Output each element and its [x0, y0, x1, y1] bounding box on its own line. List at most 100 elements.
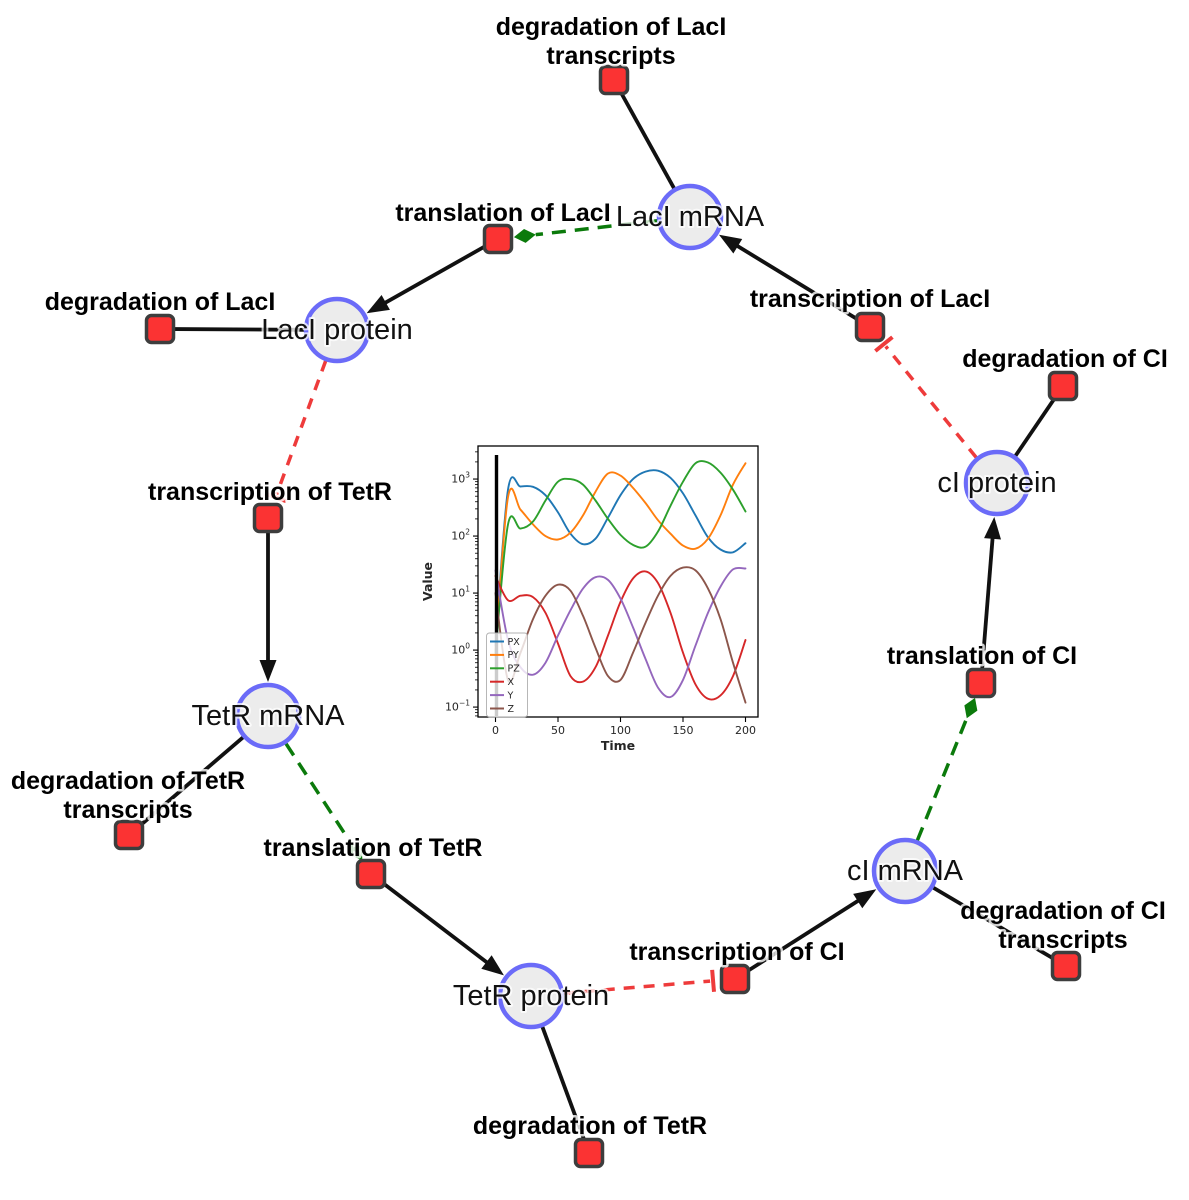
x-tick-label: 100 — [610, 724, 631, 737]
diamond-arrowhead-icon — [350, 842, 363, 861]
series-line-Y — [494, 566, 747, 699]
inhibition-edge-line — [274, 360, 328, 496]
reaction-label-deg_laci_tx: transcripts — [546, 42, 675, 70]
reaction-node-deg_laci[interactable] — [144, 313, 176, 345]
y-tick-label: 103 — [451, 471, 470, 486]
edge-consumption-tetr_prot-deg_tetr[interactable] — [540, 1026, 586, 1140]
edge-inhibition-ci_prot-txn_laci[interactable] — [874, 335, 978, 459]
legend-label-Y: Y — [507, 690, 514, 701]
species-node-laci_prot[interactable] — [303, 296, 371, 364]
legend-label-X: X — [508, 677, 515, 688]
product-edge-line — [733, 242, 859, 321]
reaction-node-deg_tetr_tx[interactable] — [113, 819, 145, 851]
reaction-label-deg_ci_tx: transcripts — [998, 926, 1127, 954]
series-layer — [494, 460, 747, 704]
reaction-node-txn_ci[interactable] — [719, 963, 751, 995]
inhibition-tbar-icon — [874, 335, 894, 353]
reaction-label-txn_tetr: transcription of TetR — [148, 478, 392, 506]
diamond-arrowhead-icon — [964, 697, 978, 719]
reaction-label-transl_tetr: translation of TetR — [264, 834, 483, 862]
arrowhead-icon — [853, 889, 877, 909]
species-node-tetr_mrna[interactable] — [234, 682, 302, 750]
edge-modifier-tetr_mrna-transl_tetr[interactable] — [284, 742, 363, 861]
edge-product-transl_ci-ci_prot[interactable] — [980, 516, 1002, 669]
reaction-label-transl_laci: translation of LacI — [395, 199, 610, 227]
reaction-label-deg_tetr: degradation of TetR — [473, 1112, 707, 1140]
edge-product-txn_ci-ci_mrna[interactable] — [746, 889, 877, 973]
reaction-nodes-layer — [113, 64, 1082, 1169]
reaction-node-transl_tetr[interactable] — [355, 858, 387, 890]
reaction-node-txn_tetr[interactable] — [252, 502, 284, 534]
edge-product-txn_laci-laci_mrna[interactable] — [719, 234, 859, 321]
y-tick-label: 101 — [451, 585, 470, 600]
edge-consumption-laci_mrna-deg_laci_tx[interactable] — [619, 92, 676, 190]
edge-consumption-tetr_mrna-deg_tetr_tx[interactable] — [139, 736, 245, 827]
species-label-ci_mrna: cI mRNA — [847, 855, 964, 887]
product-edge-line — [381, 244, 486, 307]
series-line-Z — [494, 566, 747, 704]
consumption-edge-line — [139, 736, 245, 827]
series-line-PY — [494, 462, 747, 652]
reaction-node-deg_tetr[interactable] — [573, 1137, 605, 1169]
modifier-edge-line — [284, 742, 352, 844]
species-label-laci_mrna: LacI mRNA — [616, 201, 765, 233]
reaction-label-deg_tetr_tx: degradation of TetR — [11, 767, 245, 795]
consumption-edge-line — [1013, 397, 1057, 457]
x-tick-label: 200 — [735, 724, 756, 737]
edge-consumption-ci_mrna-deg_ci_tx[interactable] — [932, 886, 1055, 961]
edge-modifier-ci_mrna-transl_ci[interactable] — [915, 697, 978, 842]
inhibition-edge-line — [884, 345, 978, 459]
inhibition-edge-line — [563, 979, 711, 996]
reaction-label-txn_ci: transcription of CI — [629, 938, 844, 966]
modifier-edge-line — [915, 717, 969, 842]
y-axis-label: Value — [420, 562, 435, 601]
edge-product-txn_tetr-tetr_mrna[interactable] — [259, 533, 277, 682]
x-tick-label: 50 — [551, 724, 565, 737]
edge-inhibition-tetr_prot-txn_ci[interactable] — [563, 969, 716, 996]
species-node-tetr_prot[interactable] — [497, 962, 565, 1030]
edge-modifier-laci_mrna-transl_laci[interactable] — [513, 219, 658, 243]
species-label-tetr_prot: TetR protein — [453, 980, 609, 1012]
reaction-node-txn_laci[interactable] — [854, 311, 886, 343]
edge-consumption-laci_prot-deg_laci[interactable] — [174, 327, 305, 332]
series-line-X — [494, 570, 747, 701]
series-line-PX — [494, 469, 747, 647]
arrowhead-icon — [481, 955, 504, 976]
species-label-tetr_mrna: TetR mRNA — [191, 700, 345, 732]
species-nodes-layer — [234, 183, 1031, 1030]
reaction-node-transl_ci[interactable] — [965, 667, 997, 699]
product-edge-line — [980, 534, 995, 669]
reaction-label-deg_laci: degradation of LacI — [45, 288, 276, 316]
edge-product-transl_tetr-tetr_prot[interactable] — [381, 881, 504, 976]
reaction-node-deg_laci_tx[interactable] — [598, 64, 630, 96]
x-tick-label: 150 — [673, 724, 694, 737]
arrowhead-icon — [259, 660, 277, 682]
reaction-label-transl_ci: translation of CI — [887, 642, 1077, 670]
species-label-ci_prot: cI protein — [937, 467, 1056, 499]
modifier-edge-line — [535, 219, 658, 237]
reaction-node-deg_ci_tx[interactable] — [1050, 950, 1082, 982]
species-node-ci_prot[interactable] — [963, 449, 1031, 517]
reaction-node-transl_laci[interactable] — [482, 223, 514, 255]
species-node-ci_mrna[interactable] — [871, 837, 939, 905]
arrowhead-icon — [719, 234, 743, 254]
reaction-node-deg_ci[interactable] — [1047, 370, 1079, 402]
y-tick-label: 10−1 — [445, 699, 470, 714]
species-node-laci_mrna[interactable] — [656, 183, 724, 251]
reaction-label-deg_tetr_tx: transcripts — [63, 796, 192, 824]
edge-consumption-ci_prot-deg_ci[interactable] — [1013, 397, 1057, 457]
y-tick-label: 100 — [451, 642, 470, 657]
y-tick-label: 102 — [451, 528, 470, 543]
consumption-edge-line — [932, 886, 1055, 961]
x-tick-label: 0 — [492, 724, 499, 737]
edge-product-transl_laci-laci_prot[interactable] — [366, 244, 486, 314]
reaction-label-deg_laci_tx: degradation of LacI — [496, 13, 727, 41]
legend-label-PY: PY — [508, 650, 520, 661]
inhibition-tbar-icon — [264, 491, 287, 504]
product-edge-line — [381, 881, 491, 966]
edge-inhibition-laci_prot-txn_tetr[interactable] — [264, 360, 328, 504]
consumption-edge-line — [540, 1026, 586, 1140]
consumption-edge-line — [174, 327, 305, 332]
